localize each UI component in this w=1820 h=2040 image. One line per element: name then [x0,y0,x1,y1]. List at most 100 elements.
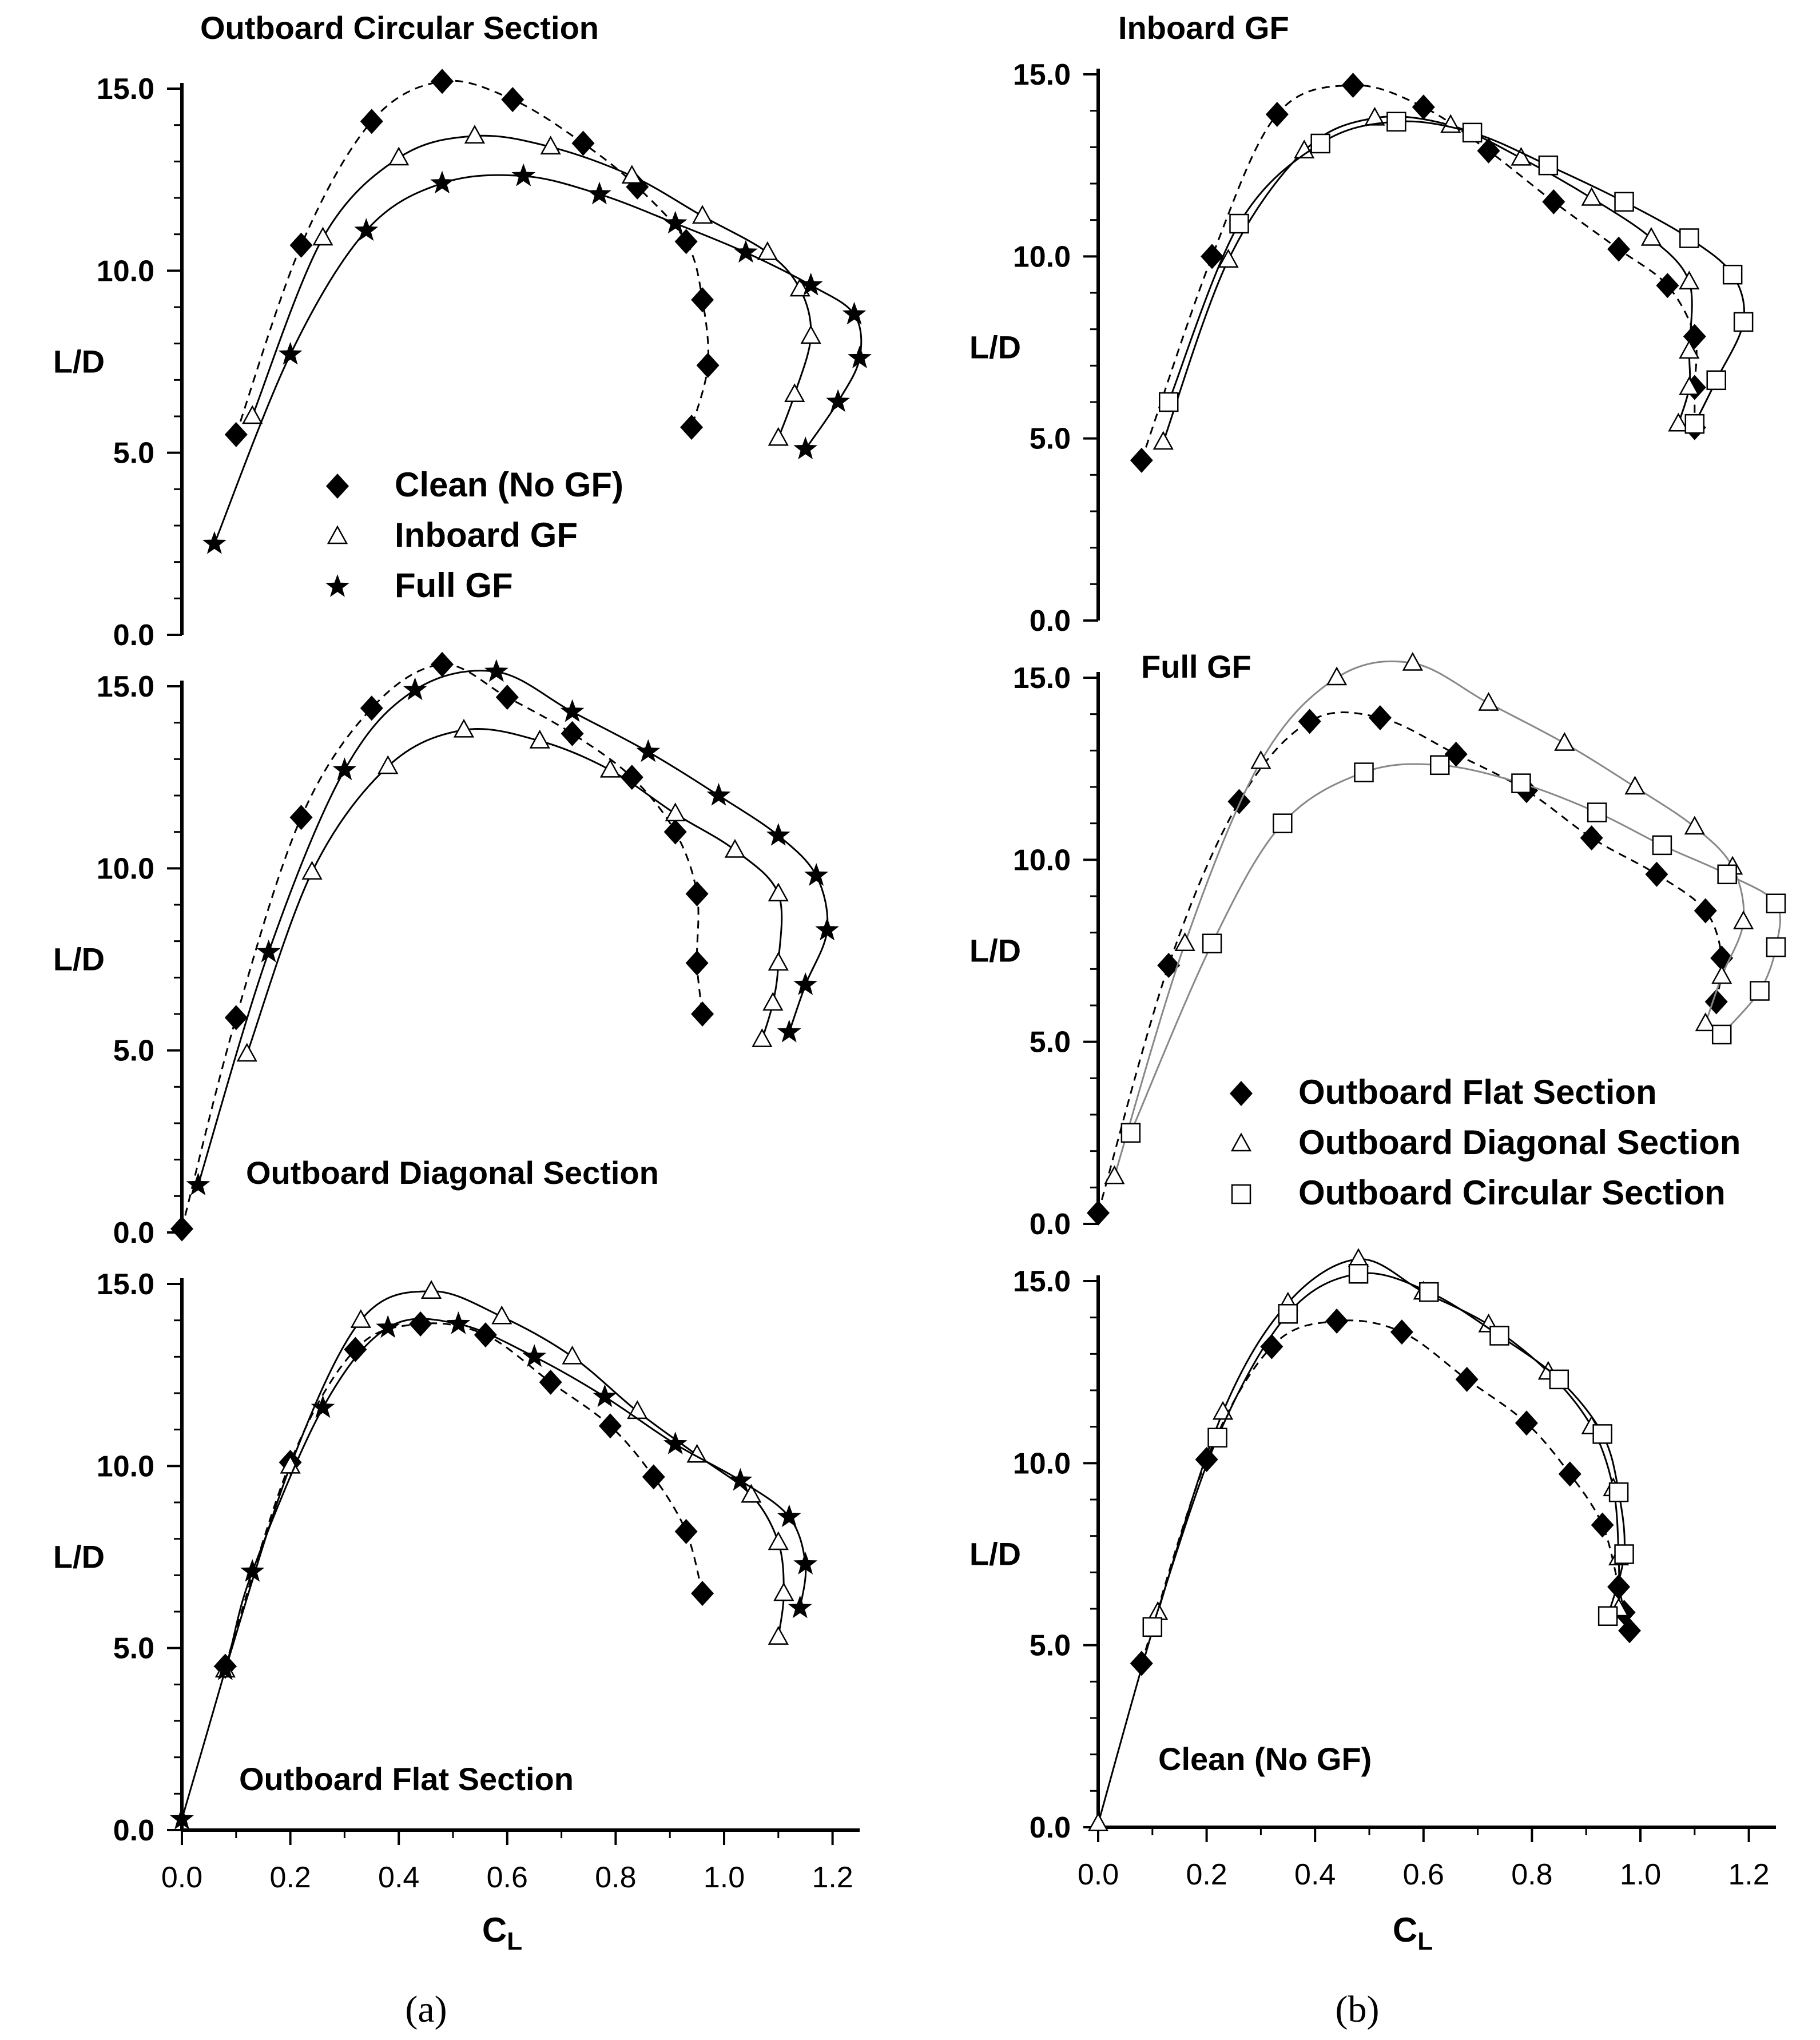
legend-marker [1231,1184,1251,1204]
caption-b: (b) [1336,1989,1380,2030]
data-point [350,1309,371,1328]
data-point [1325,1309,1349,1334]
legend-marker [1230,1081,1253,1106]
y-tick-label: 10.0 [1013,1447,1071,1480]
data-point [1142,1617,1163,1637]
data-point [1652,835,1672,856]
series-line [224,1290,785,1671]
y-axis-label: L/D [53,1539,105,1575]
chart-title: Outboard Flat Section [239,1761,574,1797]
series-2 [1153,106,1700,450]
chart-title: Inboard GF [1118,10,1289,46]
data-point [1684,816,1705,835]
data-point [752,1028,773,1047]
data-point [170,1806,194,1830]
data-point [1607,236,1631,262]
data-point [741,1484,762,1503]
chart-panel-5: 0.0 5.0 10.0 15.0 L/D Full GF Outboard Flat Se… [969,649,1786,1241]
data-point [1614,1544,1634,1564]
data-point [1511,773,1531,793]
data-point [430,170,454,194]
y-tick-label: 0.0 [1030,1811,1071,1844]
data-point [768,952,789,971]
y-axis-label: L/D [969,329,1021,365]
data-point [1549,1369,1569,1390]
data-point [1554,732,1575,751]
y-tick-label: 15.0 [1013,662,1071,695]
y-tick-label: 5.0 [1030,1026,1071,1059]
data-point [691,1001,714,1027]
data-point [734,240,758,263]
data-point [301,861,323,880]
series-3 [1120,755,1786,1143]
data-point [636,739,661,762]
chart-panel-1: 0.0 5.0 10.0 15.0 L/D Outboard Circular Secti… [53,10,872,652]
data-point [1354,762,1374,782]
data-point [474,1322,497,1348]
series-1 [224,69,720,447]
data-point [777,1019,801,1043]
data-point [1766,937,1786,957]
y-tick-label: 5.0 [113,1035,154,1068]
y-tick-label: 10.0 [97,852,154,885]
data-point [1227,789,1251,814]
data-point [1668,412,1689,432]
data-point [491,1305,512,1325]
x-tick-label: 1.2 [812,1861,853,1894]
data-point [484,659,508,682]
data-point [685,881,709,906]
data-point [724,838,746,858]
series-line [181,1318,807,1820]
chart-panel-6: 0.0 0.2 0.4 0.6 0.8 1.0 1.2 0.0 5.0 10.0 15.0 L/D Cl… [969,1248,1776,1891]
data-point [1195,1446,1218,1472]
data-point [1538,155,1559,176]
x-label-main-right: C [1393,1911,1417,1949]
y-tick-label: 10.0 [1013,844,1071,877]
data-point [706,783,731,806]
data-point [1587,802,1607,822]
x-tick-label: 0.2 [269,1861,311,1894]
data-point [560,699,585,722]
x-tick-label: 0.0 [1078,1858,1119,1891]
data-point [1711,965,1732,984]
series-line [197,670,829,1186]
y-tick-label: 15.0 [97,670,154,703]
data-point [1679,340,1700,359]
data-point [1402,651,1423,671]
chart-panel-2: 0.0 5.0 10.0 15.0 L/D Outboard Diagonal Secti… [53,651,839,1250]
data-point [1645,861,1668,887]
data-point [691,287,714,313]
x-tick-label: 0.6 [487,1861,528,1894]
data-point [1462,122,1483,143]
series-1 [213,1311,714,1679]
chart-panel-4: 0.0 5.0 10.0 15.0 L/D Inboard GF [969,10,1754,638]
data-point [1429,755,1450,776]
data-point [665,802,686,822]
data-point [593,1384,617,1407]
series-line [181,663,704,1229]
data-point [511,163,536,186]
y-tick-label: 0.0 [113,619,154,652]
legend-marker [1230,1132,1252,1152]
data-point [1207,1427,1227,1448]
data-point [1679,228,1699,248]
data-point [539,1369,562,1395]
data-point [587,181,611,205]
data-point [800,325,821,344]
series-line [224,1322,704,1667]
data-point [1419,1282,1439,1302]
y-tick-label: 10.0 [97,1450,154,1483]
x-tick-label: 0.8 [1511,1858,1552,1891]
data-point [793,972,818,995]
series-3 [202,163,872,554]
x-label-sub-right: L [1417,1927,1433,1955]
data-point [1153,431,1174,450]
y-axis-label: L/D [53,344,105,380]
data-point [409,1311,432,1337]
legend-marker [327,525,348,544]
series-3 [1142,1264,1634,1637]
data-point [242,405,263,424]
data-point [1120,1123,1141,1143]
data-point [663,819,687,845]
data-point [1087,1812,1109,1831]
